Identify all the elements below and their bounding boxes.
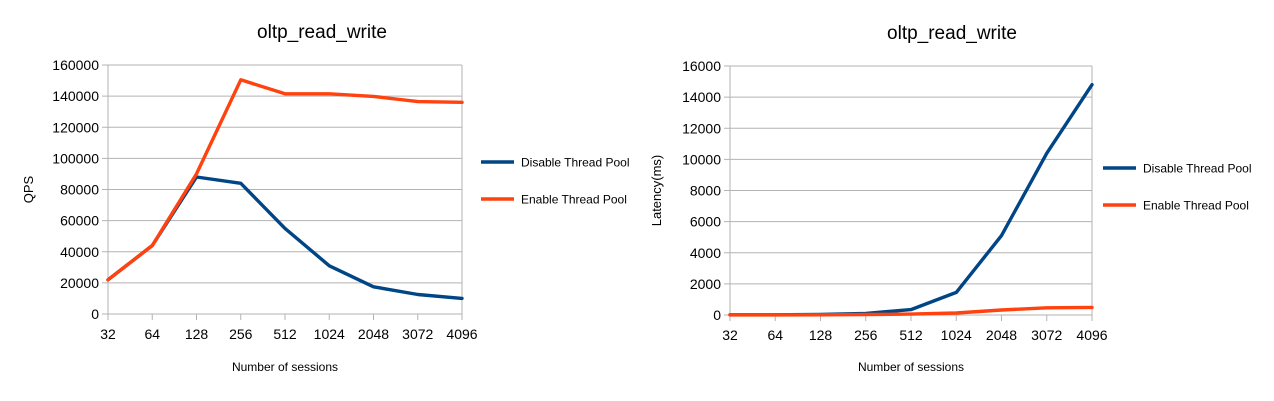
x-tick-label: 256 bbox=[229, 326, 253, 342]
series-line-disable-thread-pool bbox=[106, 175, 464, 301]
y-tick-label: 40000 bbox=[60, 244, 99, 260]
x-tick-label: 128 bbox=[185, 326, 209, 342]
series-line-disable-thread-pool bbox=[728, 82, 1094, 317]
x-tick-label: 1024 bbox=[314, 326, 345, 342]
y-tick-label: 80000 bbox=[60, 182, 99, 198]
series-line-enable-thread-pool bbox=[728, 305, 1094, 317]
y-axis-label: Latency(ms) bbox=[649, 155, 664, 227]
x-tick-label: 2048 bbox=[986, 327, 1017, 343]
chart-1: oltp_read_write 0 20000 40000 60000 80000 1000… bbox=[21, 22, 630, 374]
y-tick-label: 0 bbox=[713, 307, 721, 323]
x-tick-label: 4096 bbox=[446, 326, 477, 342]
x-tick-label: 256 bbox=[854, 327, 878, 343]
y-axis-label: QPS bbox=[21, 175, 36, 203]
legend-label: Disable Thread Pool bbox=[521, 156, 630, 170]
y-tick-label: 20000 bbox=[60, 275, 99, 291]
y-tick-label: 12000 bbox=[682, 120, 721, 136]
x-axis-label: Number of sessions bbox=[232, 360, 338, 374]
y-tick-label: 60000 bbox=[60, 213, 99, 229]
chart-title: oltp_read_write bbox=[257, 22, 387, 43]
x-tick-label: 4096 bbox=[1076, 327, 1107, 343]
x-axis-label: Number of sessions bbox=[858, 360, 964, 374]
y-tick-label: 100000 bbox=[52, 150, 99, 166]
x-tick-label: 512 bbox=[899, 327, 923, 343]
x-tick-label: 32 bbox=[100, 326, 116, 342]
x-tick-label: 2048 bbox=[358, 326, 389, 342]
y-tick-label: 120000 bbox=[52, 119, 99, 135]
x-tick-label: 3072 bbox=[402, 326, 433, 342]
legend-label: Disable Thread Pool bbox=[1143, 162, 1252, 176]
y-tick-label: 16000 bbox=[682, 58, 721, 74]
y-tick-label: 160000 bbox=[52, 57, 99, 73]
legend-label: Enable Thread Pool bbox=[1143, 199, 1249, 213]
y-tick-label: 14000 bbox=[682, 89, 721, 105]
x-tick-label: 1024 bbox=[941, 327, 972, 343]
legend-label: Enable Thread Pool bbox=[521, 193, 627, 207]
chart-title: oltp_read_write bbox=[887, 23, 1017, 44]
y-tick-label: 6000 bbox=[690, 214, 721, 230]
x-tick-label: 64 bbox=[767, 327, 783, 343]
x-tick-label: 32 bbox=[722, 327, 738, 343]
x-tick-label: 3072 bbox=[1031, 327, 1062, 343]
y-tick-label: 10000 bbox=[682, 151, 721, 167]
chart-2: oltp_read_write 0 2000 4000 6000 8000 10000 120… bbox=[649, 23, 1252, 374]
y-tick-label: 2000 bbox=[690, 276, 721, 292]
y-tick-label: 4000 bbox=[690, 245, 721, 261]
series-line-enable-thread-pool bbox=[106, 78, 464, 282]
x-tick-label: 128 bbox=[809, 327, 833, 343]
x-tick-label: 512 bbox=[273, 326, 297, 342]
x-tick-label: 64 bbox=[144, 326, 160, 342]
y-tick-label: 140000 bbox=[52, 88, 99, 104]
y-tick-label: 8000 bbox=[690, 183, 721, 199]
y-tick-label: 0 bbox=[91, 306, 99, 322]
